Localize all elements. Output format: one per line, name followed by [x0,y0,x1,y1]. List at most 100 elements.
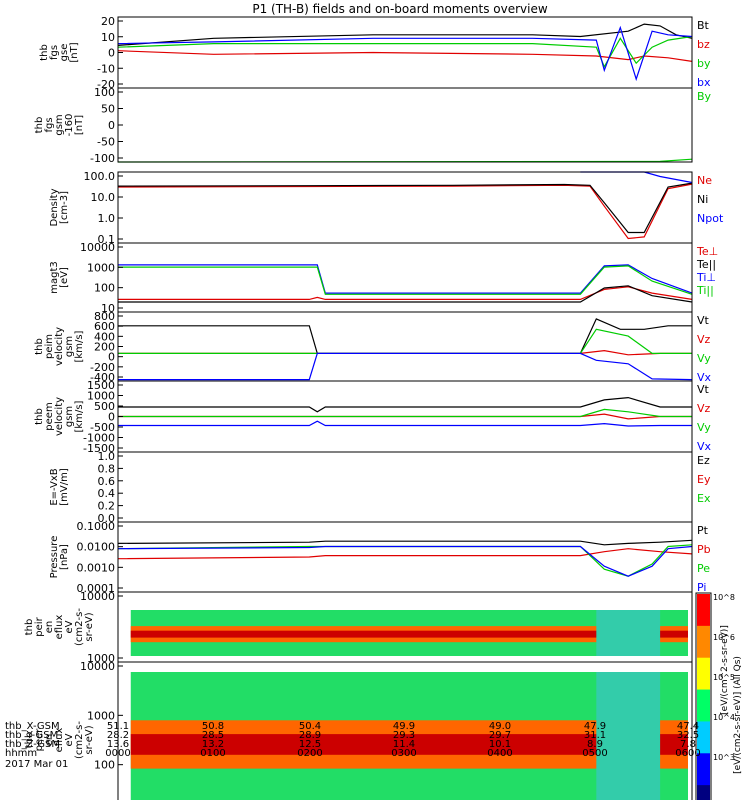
legend-bx: bx [697,76,711,89]
ylabel-line: (cm2-s- [74,608,85,646]
footer-value: 47.4 [677,721,699,732]
ylabel-line: [km/s] [74,400,85,432]
ylabel-line: [eV] [59,267,70,288]
ytick-label: 100.0 [84,170,116,183]
ytick-label: 0 [108,47,115,60]
series-1-Bt [117,23,693,46]
ytick-label: 10000 [80,590,115,603]
ytick-label: 10000 [80,241,115,254]
legend-Vx: Vx [697,440,712,453]
panel-9: 10000 1000 thb peir en eflux eV (cm2-s-sr-eV) [24,590,693,665]
legend-Npot: Npot [697,212,724,225]
colorbar-swatch [697,625,710,659]
ylabel-line: eflux [54,615,65,640]
legend-Ey: Ey [697,473,711,486]
ylabel-line: eflux [54,728,65,753]
footer-value: 7.8 [680,739,696,750]
ylabel-line: thb [39,44,50,61]
ytick-label: 1000 [87,261,115,274]
panel-1: 20 10 0 -10 -20 thb fgs gse [nT] Bt bz by bx [39,15,711,91]
colorbar-tick: 10^3 [713,753,735,762]
ytick-label: 0.0001 [77,582,116,595]
legend-Ex: Ex [697,492,711,505]
ytick-label: 0.0010 [77,561,116,574]
footer-value: 0400 [487,748,512,759]
footer-row-label: thb_Y-GSM [5,730,58,741]
ylabel-line: [nT] [74,115,85,135]
spectrogram-gap [596,672,661,800]
ylabel-line: gsm [64,336,75,357]
legend-Pi: Pi [697,581,706,594]
ylabel-line: velocity [54,327,65,366]
panel-frame [117,87,693,163]
ylabel-line: Density [49,188,60,226]
panel-frame [117,521,693,593]
footer-value: 0600 [675,748,700,759]
panel-4: 10000 1000 100 10 magt3 [eV] Te⊥Te||Ti⊥Ti|| [49,241,718,315]
ylabel-line: peem [44,402,55,430]
ytick-label: -50 [97,136,115,149]
ytick-label: 0 [108,119,115,132]
legend-bz: bz [697,38,710,51]
spectrogram-gap [596,610,661,656]
ytick-label: 400 [94,330,115,343]
legend-Bt: Bt [697,19,710,32]
footer-value: 28.5 [202,730,224,741]
ylabel-line: sr-eV) [84,725,95,754]
ytick-label: -10 [97,62,115,75]
ylabel-line: en [44,621,55,634]
ylabel-line: fgs [49,45,60,60]
ytick-label: -100 [90,152,115,165]
footer-value: 12.5 [299,739,321,750]
legend-Pb: Pb [697,543,711,556]
ylabel-line: eV [64,620,75,633]
ytick-label: 1000 [87,709,115,722]
series-1-bx [117,25,693,82]
ylabel-line: peir [34,616,45,636]
footer-value: 28.9 [299,730,321,741]
ytick-label: 0.1 [98,233,116,246]
colorbar-tick: 10^5 [713,673,735,682]
legend-Vt: Vt [697,383,710,396]
ylabel-line: sr-eV) [84,612,95,641]
series-4-Te|| [118,285,693,303]
panel-2: 100 50 0 -50 -100 thb fgs gsm -160 [nT] By [34,86,712,165]
colorbar-tick: 10^8 [713,593,735,602]
footer-value: 0200 [297,748,322,759]
legend-Vz: Vz [697,402,711,415]
ylabel-line: gse [59,44,70,62]
ytick-label: 500 [94,400,115,413]
colorbar-swatch [697,594,710,627]
ylabel-line: thb [24,619,35,636]
legend-Vy: Vy [697,352,711,365]
ylabel-line: Pressure [49,536,60,579]
footer-value: 47.9 [584,721,606,732]
series-5-Vz [118,349,692,356]
series-8-Pt [117,539,693,546]
footer-value: 29.7 [489,730,511,741]
ytick-label: -500 [90,421,115,434]
footer-value: 28.2 [107,730,129,741]
legend-Ti||: Ti|| [696,284,714,297]
colorbar-swatch [697,753,710,786]
ytick-label: 1500 [87,379,115,392]
legend-Vz: Vz [697,333,711,346]
footer-value: 10.1 [489,739,511,750]
ytick-label: -200 [90,361,115,374]
ylabel-line: thb [24,732,35,749]
ytick-label: -1500 [83,442,115,455]
ytick-label: -20 [97,78,115,91]
ytick-label: -1000 [83,432,115,445]
ylabel-line: thb [34,338,45,355]
footer-value: 13.6 [107,739,129,750]
ytick-label: 100 [94,759,115,772]
footer-value: 0500 [582,748,607,759]
footer: thb_X-GSM 51.1 50.8 50.4 49.9 49.0 47.9 47.4 thb… [5,721,701,770]
footer-value: 51.1 [107,721,129,732]
panel-frame [117,451,693,523]
ylabel-line: fgs [44,117,55,132]
ytick-label: 600 [94,320,115,333]
ytick-label: 0.8 [98,462,116,475]
